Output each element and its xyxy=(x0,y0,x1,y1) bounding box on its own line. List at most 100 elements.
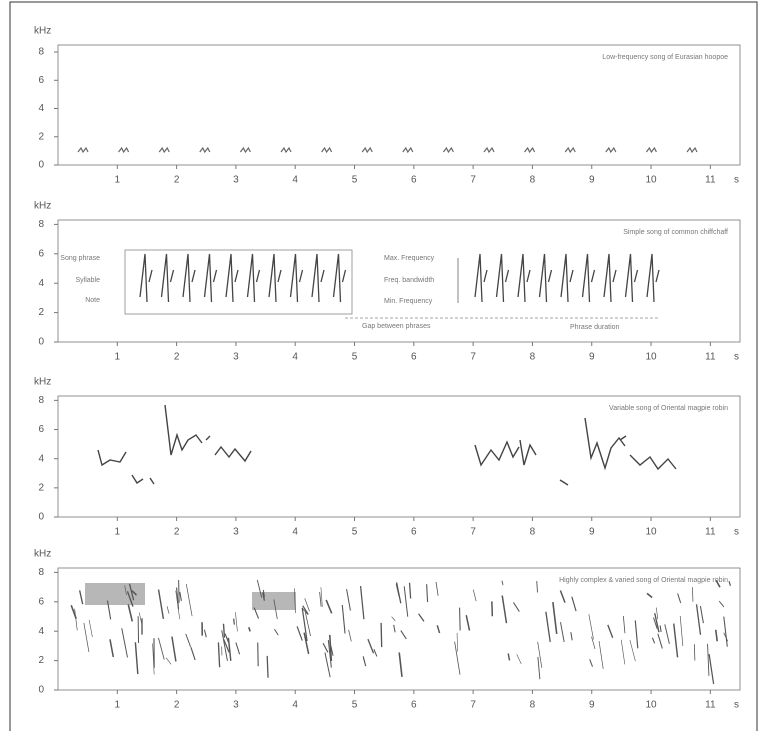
call-trace xyxy=(321,146,333,154)
plot-frame xyxy=(57,219,741,343)
note-trace xyxy=(373,649,378,657)
song-trace xyxy=(97,449,155,485)
note-trace xyxy=(459,607,461,631)
note-trace xyxy=(699,605,704,624)
note-trace xyxy=(273,599,278,620)
note-trace xyxy=(185,583,193,617)
annotation: Gap between phrases xyxy=(362,323,431,330)
syllable-trace xyxy=(139,253,153,303)
panel-title: Simple song of common chiffchaff xyxy=(623,229,728,236)
plot-frame xyxy=(57,44,741,166)
y-tick-label: 6 xyxy=(38,596,44,607)
annotation: Freq. bandwidth xyxy=(384,277,434,284)
note-trace xyxy=(248,627,251,632)
syllable-trace xyxy=(160,253,175,303)
phrase-box xyxy=(124,249,353,315)
x-tick-label: 7 xyxy=(470,352,476,363)
y-tick-label: 2 xyxy=(38,482,44,493)
y-axis-label: kHz xyxy=(34,549,51,560)
note-trace xyxy=(653,617,658,629)
y-axis-label: kHz xyxy=(34,377,51,388)
note-trace xyxy=(708,654,715,685)
note-trace xyxy=(157,589,165,620)
note-trace xyxy=(179,591,182,601)
note-trace xyxy=(634,620,639,649)
y-tick-label: 2 xyxy=(38,655,44,666)
call-trace xyxy=(239,146,251,154)
note-trace xyxy=(324,652,331,678)
syllable-trace xyxy=(474,253,488,303)
note-trace xyxy=(235,642,241,655)
note-trace xyxy=(472,589,477,602)
y-tick-label: 4 xyxy=(38,103,44,114)
x-tick-label: 5 xyxy=(352,352,358,363)
x-tick-label: 10 xyxy=(645,527,657,538)
x-tick-label: 2 xyxy=(174,175,180,186)
call-trace xyxy=(686,146,698,154)
note-trace xyxy=(262,592,266,601)
panel-title: Low-frequency song of Eurasian hoopoe xyxy=(602,54,728,61)
panel-title: Highly complex & varied song of Oriental… xyxy=(559,577,728,584)
note-trace xyxy=(83,622,90,652)
note-trace xyxy=(138,612,142,624)
x-tick-label: 10 xyxy=(645,175,657,186)
note-trace xyxy=(400,630,407,640)
x-tick-label: 2 xyxy=(174,527,180,538)
note-trace xyxy=(537,656,541,680)
figure-frame xyxy=(9,1,758,731)
note-trace xyxy=(559,590,566,603)
annotation: Phrase duration xyxy=(570,324,620,331)
syllable-trace xyxy=(538,253,553,303)
y-tick-label: 6 xyxy=(38,75,44,86)
note-trace xyxy=(501,580,504,586)
note-trace xyxy=(221,630,228,661)
syllable-trace xyxy=(581,253,596,303)
note-trace xyxy=(426,584,429,603)
x-tick-label: 1 xyxy=(115,527,121,538)
note-trace xyxy=(695,604,702,635)
note-trace xyxy=(224,633,230,643)
x-tick-label: 10 xyxy=(645,700,657,711)
x-tick-label: 2 xyxy=(174,352,180,363)
x-tick-label: 9 xyxy=(589,527,595,538)
note-trace xyxy=(88,619,93,638)
note-trace xyxy=(320,587,323,607)
y-tick-label: 0 xyxy=(38,685,44,696)
note-trace xyxy=(78,590,84,605)
y-tick-label: 0 xyxy=(38,512,44,523)
note-trace xyxy=(294,588,296,614)
x-tick-label: 1 xyxy=(115,700,121,711)
note-trace xyxy=(185,633,191,647)
note-trace xyxy=(588,614,594,640)
note-trace xyxy=(408,582,412,599)
syllable-trace xyxy=(332,253,347,303)
x-tick-label: 9 xyxy=(589,700,595,711)
note-trace xyxy=(106,600,112,620)
y-tick-label: 6 xyxy=(38,248,44,259)
annotation: Syllable xyxy=(75,277,100,284)
syllable-trace xyxy=(560,253,574,303)
note-trace xyxy=(646,592,653,599)
note-trace xyxy=(223,638,230,653)
note-trace xyxy=(664,624,670,644)
plot-frame xyxy=(57,567,741,691)
x-tick-label: 6 xyxy=(411,352,417,363)
note-trace xyxy=(178,580,180,603)
call-trace xyxy=(645,146,657,154)
syllable-trace xyxy=(646,253,660,303)
x-tick-label: 3 xyxy=(233,175,239,186)
syllable-trace xyxy=(289,253,304,303)
x-tick-label: 4 xyxy=(292,700,298,711)
note-trace xyxy=(166,606,170,614)
panel-title: Variable song of Oriental magpie robin xyxy=(609,405,728,412)
note-trace xyxy=(545,611,551,643)
call-trace xyxy=(199,146,211,154)
x-tick-label: 7 xyxy=(470,527,476,538)
syllable-trace xyxy=(246,253,261,303)
x-tick-label: 8 xyxy=(530,352,536,363)
call-trace xyxy=(564,146,576,154)
y-tick-label: 4 xyxy=(38,626,44,637)
note-trace xyxy=(728,580,731,586)
x-unit: s xyxy=(734,175,739,186)
note-trace xyxy=(262,589,265,598)
